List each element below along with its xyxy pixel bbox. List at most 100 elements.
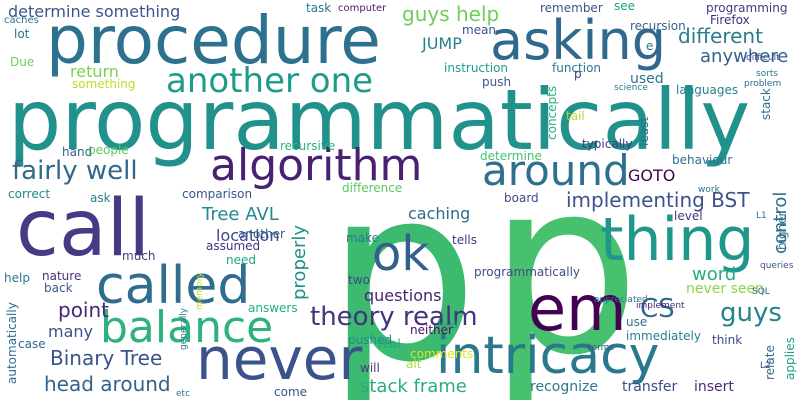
- cloud-word-called: called: [96, 256, 251, 316]
- cloud-word-memory: memory: [195, 272, 205, 310]
- cloud-word-jump: JUMP: [422, 34, 462, 53]
- cloud-word-concepts: concepts: [545, 85, 559, 140]
- cloud-word-comments: comments: [410, 347, 474, 361]
- cloud-word-held: held: [438, 321, 458, 331]
- cloud-word-appreciated: appreciated: [594, 295, 648, 305]
- cloud-word-guys-help: guys help: [402, 2, 500, 26]
- cloud-word-head-around: head around: [44, 372, 171, 396]
- cloud-word-another: another: [238, 227, 285, 241]
- cloud-word-need: need: [226, 253, 256, 267]
- cloud-word-fairly-well: fairly well: [12, 156, 138, 186]
- cloud-word-typically: typically: [582, 137, 633, 151]
- cloud-word-level: level: [674, 209, 703, 223]
- cloud-word-l2: L2: [760, 361, 771, 371]
- cloud-word-programming: programming: [706, 1, 788, 15]
- cloud-word-p-2: p: [488, 128, 641, 400]
- cloud-word-queries: queries: [760, 261, 794, 271]
- cloud-word-binary-tree: Binary Tree: [50, 346, 163, 370]
- cloud-word-tree-avl: Tree AVL: [202, 204, 279, 225]
- cloud-word-come: come: [274, 385, 308, 399]
- cloud-word-something: something: [72, 77, 136, 91]
- cloud-word-higher: higher: [775, 211, 789, 250]
- cloud-word-etc: etc: [176, 389, 191, 399]
- cloud-word-another-one: another one: [166, 61, 374, 101]
- cloud-word-case: case: [18, 337, 46, 351]
- cloud-word-recursive: recursive: [280, 139, 336, 153]
- cloud-word-programmatically: programmatically: [8, 71, 751, 169]
- cloud-word-difficult: difficult: [746, 53, 780, 63]
- cloud-word-assumed: assumed: [206, 239, 261, 253]
- cloud-word-point: point: [58, 298, 110, 322]
- cloud-word-word: word: [692, 264, 737, 285]
- cloud-word-tail: tail: [566, 109, 585, 123]
- cloud-word-balance: balance: [100, 302, 274, 353]
- cloud-word-call: call: [16, 184, 151, 274]
- cloud-word-firefox: Firefox: [710, 13, 750, 27]
- cloud-word-implementing-bst: implementing BST: [566, 188, 750, 212]
- cloud-word-push: push: [482, 75, 512, 89]
- cloud-word-thing: thing: [600, 205, 755, 275]
- cloud-word-real: real: [378, 337, 401, 351]
- cloud-word-correct: correct: [8, 187, 51, 201]
- cloud-word-instruction: instruction: [444, 61, 509, 75]
- cloud-word-asking: asking: [490, 9, 667, 72]
- cloud-word-l1: L1: [756, 211, 767, 221]
- cloud-word-used: used: [630, 71, 664, 87]
- cloud-word-generally: generally: [179, 307, 189, 350]
- cloud-word-many: many: [48, 322, 93, 341]
- cloud-word-lot: lot: [14, 27, 30, 41]
- cloud-word-intricacy: intricacy: [436, 326, 660, 386]
- cloud-word-make: make: [346, 231, 379, 245]
- cloud-word-problem: problem: [744, 79, 782, 89]
- cloud-word-cs: CS: [640, 294, 675, 324]
- cloud-word-programmatically-small: programmatically: [474, 265, 581, 279]
- cloud-word-board: board: [504, 191, 539, 205]
- cloud-word-see: see: [614, 0, 636, 13]
- cloud-word-location: location: [216, 226, 280, 245]
- cloud-word-determine: determine: [480, 149, 542, 163]
- cloud-word-goto: GOTO: [628, 166, 676, 185]
- cloud-word-much: much: [122, 249, 156, 263]
- cloud-word-tells: tells: [452, 233, 478, 247]
- cloud-word-recognize: recognize: [530, 379, 598, 395]
- cloud-word-guys: guys: [720, 298, 782, 328]
- cloud-word-science: science: [614, 83, 648, 93]
- cloud-word-will: will: [360, 361, 380, 375]
- cloud-word-two: two: [348, 273, 370, 287]
- cloud-word-computer: computer: [338, 3, 387, 14]
- cloud-word-implement: implement: [636, 301, 685, 311]
- cloud-word-p: p: [326, 135, 479, 400]
- cloud-word-return: return: [70, 62, 119, 81]
- cloud-word-function: function: [552, 61, 602, 75]
- cloud-word-transfer: transfer: [622, 379, 678, 395]
- cloud-word-neither: neither: [410, 323, 453, 337]
- cloud-word-people: people: [88, 143, 129, 157]
- cloud-word-think: think: [712, 333, 743, 347]
- cloud-word-recursion: recursion: [630, 19, 686, 33]
- cloud-word-properly: properly: [289, 225, 310, 300]
- cloud-word-stack-frame: stack frame: [360, 376, 467, 397]
- cloud-word-stack: stack: [759, 88, 773, 120]
- cloud-word-use: use: [626, 315, 648, 329]
- cloud-word-immediately: immediately: [626, 329, 701, 343]
- cloud-word-least: least: [637, 116, 651, 146]
- cloud-word-behaviour: behaviour: [672, 153, 733, 167]
- cloud-word-never: never: [196, 325, 363, 393]
- cloud-word-applies: applies: [783, 337, 797, 380]
- cloud-word-e: e: [646, 39, 654, 53]
- cloud-word-nature: nature: [42, 269, 82, 283]
- cloud-word-procedure: procedure: [46, 2, 381, 79]
- cloud-word-work: work: [698, 185, 720, 195]
- cloud-word-answers: answers: [248, 301, 298, 315]
- cloud-word-help: help: [4, 271, 30, 285]
- cloud-word-pushed: pushed: [348, 333, 393, 347]
- cloud-word-sql: SQL: [752, 287, 770, 297]
- cloud-word-automatically: automatically: [5, 302, 19, 384]
- cloud-word-terms: terms: [588, 343, 615, 353]
- cloud-word-remember: remember: [540, 1, 603, 15]
- cloud-word-alt: alt: [406, 357, 422, 371]
- cloud-word-algorithm: algorithm: [210, 140, 423, 191]
- cloud-word-difference: difference: [342, 181, 403, 195]
- cloud-word-theory-realm: theory realm: [310, 302, 478, 332]
